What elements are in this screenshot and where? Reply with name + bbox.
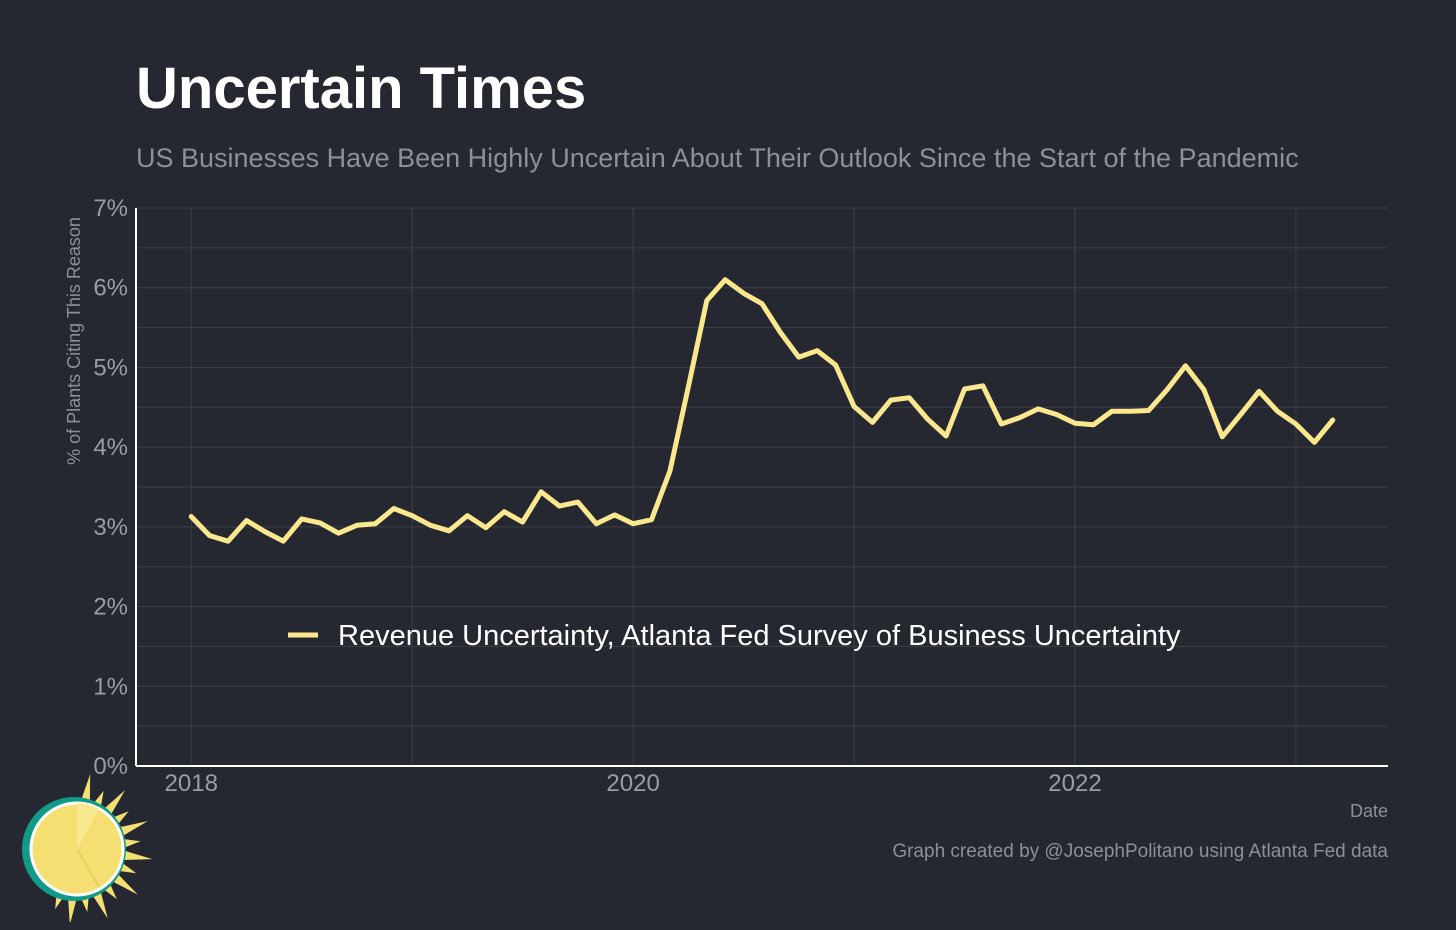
y-axis-label: % of Plants Citing This Reason [64, 217, 84, 465]
source-credit: Graph created by @JosephPolitano using A… [892, 841, 1388, 862]
series-group [188, 277, 1336, 544]
sun-ray [119, 849, 153, 861]
y-tick-label: 2% [93, 594, 128, 621]
y-tick-label: 6% [93, 275, 128, 302]
y-tick-label: 4% [93, 434, 128, 461]
x-tick-label: 2020 [606, 770, 659, 797]
x-tick-label: 2022 [1048, 770, 1101, 797]
axes [135, 208, 1388, 767]
y-tick-label: 7% [93, 195, 128, 222]
series-line [188, 277, 1336, 544]
y-tick-label: 1% [93, 673, 128, 700]
x-tick-labels: 2018 2020 2022 [165, 770, 1102, 797]
y-tick-labels: 0% 1% 2% 3% 4% 5% 6% 7% [93, 195, 128, 780]
grid-lines [136, 207, 1388, 767]
sun-crease [76, 848, 100, 888]
y-tick-label: 5% [93, 354, 128, 381]
chart-title: Uncertain Times [136, 56, 587, 121]
legend: Revenue Uncertainty, Atlanta Fed Survey … [288, 620, 1181, 652]
legend-label: Revenue Uncertainty, Atlanta Fed Survey … [338, 620, 1181, 652]
sun-highlight [77, 803, 99, 849]
y-tick-label: 0% [93, 753, 128, 780]
y-tick-label: 3% [93, 514, 128, 541]
x-axis-label: Date [1350, 801, 1388, 821]
sun-logo-icon [22, 774, 153, 922]
sun-ray [115, 821, 148, 838]
x-tick-label: 2018 [165, 770, 218, 797]
chart-subtitle: US Businesses Have Been Highly Uncertain… [136, 143, 1299, 173]
